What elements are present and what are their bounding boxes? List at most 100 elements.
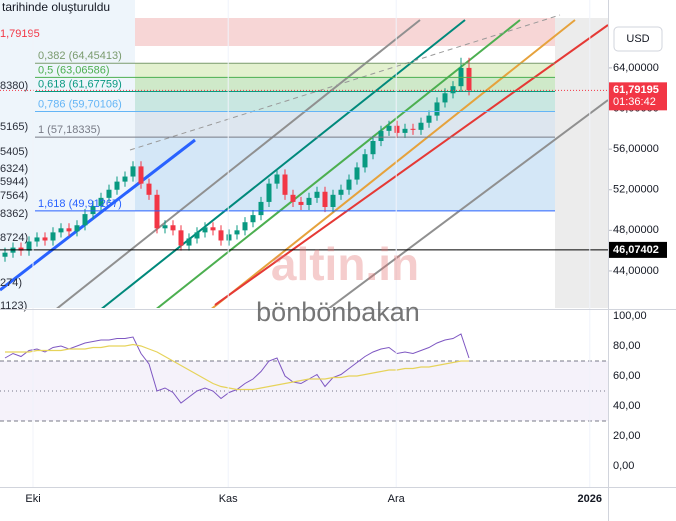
candle-body bbox=[130, 166, 136, 177]
candle-body bbox=[330, 194, 336, 207]
candle-body bbox=[74, 225, 80, 232]
candle-body bbox=[450, 86, 456, 94]
x-tick-label: Ara bbox=[388, 493, 406, 505]
watermark-logo: altin.in bbox=[271, 238, 419, 290]
left-label: 5944) bbox=[0, 176, 28, 188]
rsi-tick-label: 0,00 bbox=[613, 460, 634, 472]
fib-zone bbox=[135, 63, 555, 78]
fib-label: 0,786 (59,70106) bbox=[38, 98, 122, 110]
candle-body bbox=[138, 166, 144, 184]
candle-body bbox=[114, 181, 120, 190]
candle-body bbox=[154, 194, 160, 229]
candle-body bbox=[18, 247, 24, 251]
candle-body bbox=[346, 179, 352, 190]
left-label: 8380) bbox=[0, 80, 28, 92]
channel-line bbox=[211, 19, 576, 308]
candle-body bbox=[410, 128, 416, 130]
left-label: 274) bbox=[0, 277, 22, 289]
candle-body bbox=[26, 241, 32, 251]
fib-zones bbox=[0, 0, 608, 308]
left-label: 7564) bbox=[0, 190, 28, 202]
fib-label: 1 (57,18335) bbox=[38, 124, 100, 136]
candle-body bbox=[418, 122, 424, 130]
candle-body bbox=[394, 125, 400, 133]
candle-body bbox=[186, 238, 192, 246]
rsi-tick-label: 40,00 bbox=[613, 400, 641, 412]
candle-body bbox=[434, 102, 440, 116]
fib-zone bbox=[135, 77, 555, 92]
candle-body bbox=[146, 183, 152, 195]
rsi-tick-label: 80,00 bbox=[613, 340, 641, 352]
left-shade bbox=[0, 0, 135, 308]
candle-body bbox=[34, 237, 40, 242]
left-label: 5165) bbox=[0, 121, 28, 133]
candle-body bbox=[298, 201, 304, 205]
currency-button[interactable] bbox=[613, 26, 663, 52]
candle-body bbox=[314, 191, 320, 198]
price-tag bbox=[609, 241, 667, 258]
candle-body bbox=[426, 115, 432, 123]
candle-body bbox=[210, 227, 216, 231]
fib-label: 0,382 (64,45413) bbox=[38, 50, 122, 62]
candle-body bbox=[98, 197, 104, 206]
right-shade bbox=[555, 18, 608, 308]
candle-body bbox=[338, 189, 344, 195]
candle-body bbox=[66, 228, 72, 232]
countdown: 01:36:42 bbox=[613, 96, 656, 108]
x-tick-label: Eki bbox=[25, 493, 40, 505]
fib-label: 1,618 (49,91267) bbox=[38, 198, 122, 210]
channel-line bbox=[214, 24, 608, 306]
candle-body bbox=[106, 189, 112, 198]
candle-body bbox=[250, 215, 256, 223]
candle-body bbox=[226, 234, 232, 241]
candle-body bbox=[282, 174, 288, 195]
candle-body bbox=[466, 67, 472, 91]
candle-body bbox=[378, 130, 384, 142]
price-pane bbox=[0, 57, 608, 262]
left-label: 1123) bbox=[0, 300, 27, 312]
rsi-tick-label: 20,00 bbox=[613, 430, 641, 442]
candle-body bbox=[258, 201, 264, 216]
candle-body bbox=[90, 205, 96, 215]
candle-body bbox=[442, 93, 448, 103]
fib-label: 0,5 (63,06586) bbox=[38, 64, 110, 76]
candle-body bbox=[170, 225, 176, 231]
y-tick-label: 64,00000 bbox=[613, 62, 659, 74]
candle-body bbox=[362, 154, 368, 168]
x-tick-label: 2026 bbox=[578, 493, 602, 505]
channel-line bbox=[56, 19, 421, 308]
candle-body bbox=[82, 214, 88, 226]
candle-body bbox=[202, 227, 208, 233]
currency[interactable]: USD bbox=[626, 33, 649, 45]
channel-line bbox=[156, 19, 521, 308]
candle-body bbox=[162, 225, 168, 229]
fib-zone-top bbox=[135, 18, 555, 46]
candle-body bbox=[290, 194, 296, 202]
candle-body bbox=[274, 174, 280, 184]
price-tag bbox=[609, 82, 667, 111]
rsi-line bbox=[5, 343, 469, 391]
candle-body bbox=[218, 230, 224, 241]
candle-body bbox=[178, 230, 184, 246]
left-label: 6324) bbox=[0, 163, 28, 175]
x-tick-label: Kas bbox=[219, 493, 238, 505]
left-label: 8362) bbox=[0, 208, 28, 220]
trend-line bbox=[129, 14, 561, 151]
channel-line bbox=[327, 99, 608, 308]
candle-body bbox=[402, 128, 408, 133]
left-label: 1,79195 bbox=[0, 28, 40, 40]
candle-body bbox=[122, 176, 128, 182]
price-tag-label: 61,79195 bbox=[613, 84, 659, 96]
candle-body bbox=[386, 125, 392, 131]
header: tarihinde oluşturuldu bbox=[2, 0, 110, 14]
y-tick-label: 44,00000 bbox=[613, 265, 659, 277]
fib-zone bbox=[135, 91, 555, 112]
candle-body bbox=[354, 167, 360, 180]
candle-body bbox=[2, 252, 8, 257]
candle-body bbox=[242, 222, 248, 231]
watermark-text: bönbönbakan bbox=[256, 297, 420, 327]
candle-body bbox=[58, 228, 64, 233]
candle-body bbox=[306, 197, 312, 205]
